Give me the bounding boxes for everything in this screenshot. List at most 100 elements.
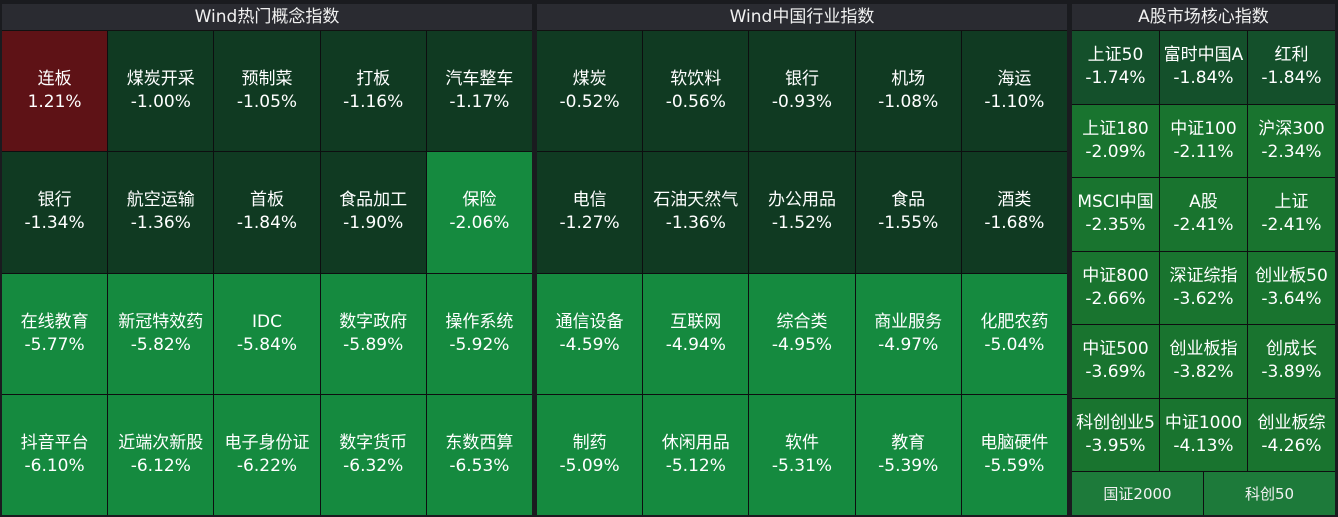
tile-percent: -1.05% bbox=[236, 92, 298, 113]
index-tile[interactable]: 煤炭开采 -1.00% bbox=[108, 31, 214, 152]
index-tile[interactable]: 打板 -1.16% bbox=[320, 31, 426, 152]
index-tile[interactable]: 电信 -1.27% bbox=[537, 152, 643, 273]
tile-name: 上证180 bbox=[1082, 118, 1149, 139]
tile-percent: -2.06% bbox=[449, 213, 510, 234]
index-tile[interactable]: 创业板50 -3.64% bbox=[1248, 251, 1335, 324]
index-tile[interactable]: 保险 -2.06% bbox=[426, 152, 532, 273]
index-tile[interactable]: 制药 -5.09% bbox=[537, 394, 643, 515]
index-tile[interactable]: 上证50 -1.74% bbox=[1072, 31, 1159, 104]
tile-name: 软件 bbox=[784, 432, 819, 453]
index-tile[interactable]: 海运 -1.10% bbox=[961, 31, 1067, 152]
index-tile[interactable]: 抖音平台 -6.10% bbox=[2, 394, 108, 515]
index-tile[interactable]: 富时中国A -1.84% bbox=[1160, 31, 1247, 104]
index-tile[interactable]: 预制菜 -1.05% bbox=[214, 31, 320, 152]
tile-name: 操作系统 bbox=[445, 311, 514, 332]
index-tile[interactable]: 石油天然气 -1.36% bbox=[643, 152, 749, 273]
tile-name: 东数西算 bbox=[445, 432, 514, 453]
tile-name: 电子身份证 bbox=[224, 432, 310, 453]
index-tile[interactable]: 煤炭 -0.52% bbox=[537, 31, 643, 152]
index-tile[interactable]: 商业服务 -4.97% bbox=[855, 273, 961, 394]
bottom-tile-kechuang50[interactable]: 科创50 bbox=[1204, 472, 1335, 515]
index-tile[interactable]: 红利 -1.84% bbox=[1248, 31, 1335, 104]
index-tile[interactable]: 新冠特效药 -5.82% bbox=[108, 273, 214, 394]
index-tile[interactable]: 办公用品 -1.52% bbox=[749, 152, 855, 273]
tile-name: MSCI中国 bbox=[1077, 192, 1154, 213]
index-tile[interactable]: 科创创业5 -3.95% bbox=[1072, 398, 1159, 471]
tile-name: 创成长 bbox=[1266, 339, 1317, 360]
index-tile[interactable]: 教育 -5.39% bbox=[855, 394, 961, 515]
index-tile[interactable]: MSCI中国 -2.35% bbox=[1072, 178, 1159, 251]
index-tile[interactable]: 中证500 -3.69% bbox=[1072, 325, 1159, 398]
index-tile[interactable]: 软件 -5.31% bbox=[749, 394, 855, 515]
index-tile[interactable]: 创业板综 -4.26% bbox=[1248, 398, 1335, 471]
index-tile[interactable]: 创业板指 -3.82% bbox=[1160, 325, 1247, 398]
tile-grid: 上证50 -1.74% 富时中国A -1.84% 红利 -1.84% 上证180 -2.09%… bbox=[1072, 31, 1335, 471]
tile-name: 食品 bbox=[891, 190, 926, 211]
panel-industry-index: Wind中国行业指数 煤炭 -0.52% 软饮料 -0.56% 银行 -0.93% 机场 -1… bbox=[537, 4, 1067, 515]
tile-percent: -3.64% bbox=[1261, 288, 1322, 309]
tile-name: 办公用品 bbox=[767, 190, 836, 211]
index-tile[interactable]: 电脑硬件 -5.59% bbox=[961, 394, 1067, 515]
tile-name: 创业板综 bbox=[1257, 412, 1326, 433]
tile-name: 商业服务 bbox=[874, 311, 943, 332]
tile-percent: -1.55% bbox=[878, 213, 939, 234]
index-tile[interactable]: 深证综指 -3.62% bbox=[1160, 251, 1247, 324]
bottom-tile-guozheng2000[interactable]: 国证2000 bbox=[1072, 472, 1203, 515]
tile-percent: -2.11% bbox=[1173, 141, 1234, 162]
tile-name: 保险 bbox=[462, 190, 497, 211]
index-tile[interactable]: 通信设备 -4.59% bbox=[537, 273, 643, 394]
index-tile[interactable]: 航空运输 -1.36% bbox=[108, 152, 214, 273]
tile-name: 近端次新股 bbox=[118, 432, 204, 453]
index-tile[interactable]: 上证 -2.41% bbox=[1248, 178, 1335, 251]
tile-percent: -6.12% bbox=[130, 455, 191, 476]
tile-percent: -1.16% bbox=[343, 92, 404, 113]
tile-percent: -5.82% bbox=[130, 334, 191, 355]
tile-name: 预制菜 bbox=[241, 69, 293, 90]
tile-grid: 煤炭 -0.52% 软饮料 -0.56% 银行 -0.93% 机场 -1.08% 海运 -1.10… bbox=[537, 31, 1067, 515]
index-tile[interactable]: 近端次新股 -6.12% bbox=[108, 394, 214, 515]
index-tile[interactable]: A股 -2.41% bbox=[1160, 178, 1247, 251]
index-tile[interactable]: 东数西算 -6.53% bbox=[426, 394, 532, 515]
tile-percent: -2.34% bbox=[1261, 141, 1322, 162]
index-tile[interactable]: 互联网 -4.94% bbox=[643, 273, 749, 394]
index-tile[interactable]: 在线教育 -5.77% bbox=[2, 273, 108, 394]
tile-percent: -4.13% bbox=[1173, 435, 1234, 456]
index-tile[interactable]: 电子身份证 -6.22% bbox=[214, 394, 320, 515]
index-tile[interactable]: 综合类 -4.95% bbox=[749, 273, 855, 394]
tile-percent: -3.69% bbox=[1085, 362, 1146, 383]
index-tile[interactable]: 食品加工 -1.90% bbox=[320, 152, 426, 273]
index-tile[interactable]: 食品 -1.55% bbox=[855, 152, 961, 273]
index-tile[interactable]: 中证1000 -4.13% bbox=[1160, 398, 1247, 471]
index-tile[interactable]: 酒类 -1.68% bbox=[961, 152, 1067, 273]
index-tile[interactable]: 软饮料 -0.56% bbox=[643, 31, 749, 152]
index-tile[interactable]: 中证100 -2.11% bbox=[1160, 104, 1247, 177]
tile-percent: -6.53% bbox=[449, 455, 510, 476]
index-tile[interactable]: 数字政府 -5.89% bbox=[320, 273, 426, 394]
tile-name: 首板 bbox=[249, 190, 284, 211]
tile-percent: -0.56% bbox=[665, 92, 726, 113]
tile-percent: -5.89% bbox=[343, 334, 404, 355]
index-tile[interactable]: 机场 -1.08% bbox=[855, 31, 961, 152]
tile-name: 创业板50 bbox=[1255, 265, 1328, 286]
index-tile[interactable]: 化肥农药 -5.04% bbox=[961, 273, 1067, 394]
index-tile[interactable]: 休闲用品 -5.12% bbox=[643, 394, 749, 515]
tile-percent: -5.12% bbox=[665, 455, 726, 476]
index-tile[interactable]: 操作系统 -5.92% bbox=[426, 273, 532, 394]
tile-name: 数字货币 bbox=[339, 432, 408, 453]
index-tile[interactable]: 连板 1.21% bbox=[2, 31, 108, 152]
tile-percent: -2.66% bbox=[1085, 288, 1146, 309]
index-tile[interactable]: 数字货币 -6.32% bbox=[320, 394, 426, 515]
tile-name: 煤炭开采 bbox=[126, 69, 195, 90]
index-tile[interactable]: 中证800 -2.66% bbox=[1072, 251, 1159, 324]
tile-percent: -2.09% bbox=[1085, 141, 1146, 162]
index-tile[interactable]: 沪深300 -2.34% bbox=[1248, 104, 1335, 177]
index-tile[interactable]: 上证180 -2.09% bbox=[1072, 104, 1159, 177]
index-tile[interactable]: 银行 -0.93% bbox=[749, 31, 855, 152]
index-tile[interactable]: 创成长 -3.89% bbox=[1248, 325, 1335, 398]
index-tile[interactable]: IDC -5.84% bbox=[214, 273, 320, 394]
tile-name: 制药 bbox=[572, 432, 607, 453]
index-tile[interactable]: 首板 -1.84% bbox=[214, 152, 320, 273]
panel-title: Wind中国行业指数 bbox=[537, 4, 1067, 31]
index-tile[interactable]: 汽车整车 -1.17% bbox=[426, 31, 532, 152]
index-tile[interactable]: 银行 -1.34% bbox=[2, 152, 108, 273]
